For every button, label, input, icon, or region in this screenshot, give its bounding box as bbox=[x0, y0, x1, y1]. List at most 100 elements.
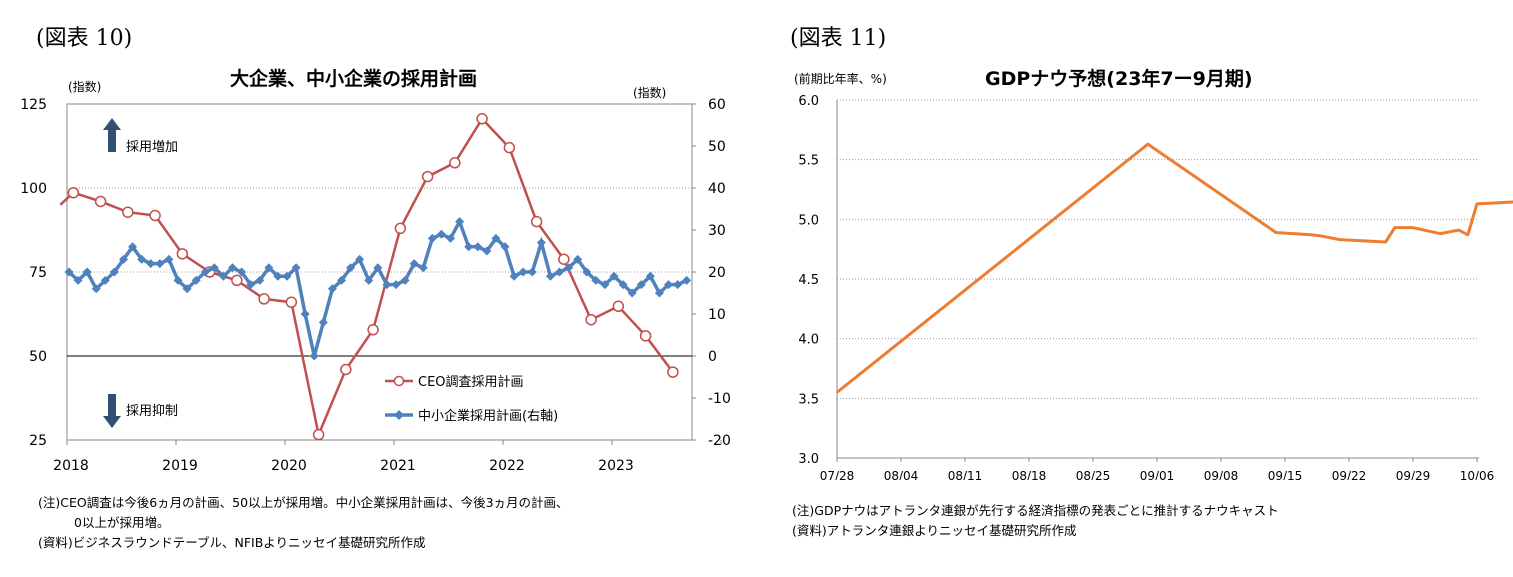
right-chart-title: GDPナウ予想(23年7ー9月期) bbox=[985, 68, 1253, 90]
right-chart-y-tick: 4.5 bbox=[798, 273, 819, 288]
down-arrow-label: 採用抑制 bbox=[126, 404, 179, 419]
smallbiz-point bbox=[382, 280, 392, 290]
ceo-point bbox=[67, 186, 80, 199]
right-series bbox=[836, 142, 1513, 394]
smallbiz-point bbox=[209, 263, 219, 273]
smallbiz-point bbox=[500, 242, 510, 252]
ceo-point bbox=[176, 248, 189, 260]
smallbiz-point bbox=[673, 280, 683, 290]
smallbiz-point bbox=[173, 275, 183, 285]
smallbiz-point bbox=[554, 267, 564, 277]
left-y-tick: 125 bbox=[20, 97, 47, 113]
smallbiz-point bbox=[364, 275, 374, 285]
left-chart-title: 大企業、中小企業の採用計画 bbox=[230, 68, 478, 90]
smallbiz-series-line bbox=[67, 217, 688, 357]
legend-ceo-label: CEO調査採用計画 bbox=[418, 374, 524, 390]
smallbiz-point bbox=[409, 259, 419, 269]
legend-smallbiz-label: 中小企業採用計画(右軸) bbox=[418, 408, 558, 424]
right-chart-y-tick: 5.5 bbox=[798, 154, 819, 169]
ceo-point bbox=[258, 293, 270, 305]
ceo-point bbox=[612, 300, 625, 313]
smallbiz-point bbox=[336, 275, 346, 285]
smallbiz-point bbox=[191, 275, 201, 285]
left-chart: 25 50 75 100 125 -20 -10 0 10 20 30 40 50 60 2018 2019 2… bbox=[20, 97, 731, 474]
smallbiz-point bbox=[400, 275, 410, 285]
right-chart-x-tick: 08/11 bbox=[948, 469, 983, 480]
ceo-point bbox=[340, 363, 352, 376]
smallbiz-point bbox=[273, 271, 283, 281]
right-chart-x-tick: 08/18 bbox=[1012, 469, 1047, 480]
smallbiz-point bbox=[482, 246, 492, 256]
smallbiz-point bbox=[518, 267, 528, 277]
left-x-tick: 2018 bbox=[53, 458, 89, 474]
smallbiz-point bbox=[609, 271, 619, 281]
left-y-tick: 50 bbox=[29, 349, 47, 365]
smallbiz-point bbox=[309, 351, 319, 361]
left-series bbox=[59, 113, 692, 441]
smallbiz-point bbox=[536, 238, 546, 248]
ceo-point bbox=[639, 330, 652, 342]
left-x-tick: 2023 bbox=[598, 458, 634, 474]
smallbiz-point bbox=[246, 280, 256, 290]
right-chart-y-tick: 4.0 bbox=[798, 333, 819, 348]
smallbiz-point bbox=[218, 271, 228, 281]
left-note-2: 0以上が採用増。 bbox=[74, 515, 170, 530]
smallbiz-point bbox=[618, 280, 628, 290]
smallbiz-point bbox=[654, 288, 664, 298]
right-y-tick: 0 bbox=[708, 349, 717, 365]
smallbiz-point bbox=[155, 259, 165, 269]
figure-10-label: (図表 10) bbox=[36, 26, 133, 51]
smallbiz-point bbox=[282, 271, 292, 281]
smallbiz-point bbox=[545, 271, 555, 281]
up-arrow-icon bbox=[103, 118, 121, 152]
smallbiz-point bbox=[73, 275, 83, 285]
left-x-tick: 2022 bbox=[489, 458, 525, 474]
smallbiz-point bbox=[527, 267, 537, 277]
legend-smallbiz-marker bbox=[394, 410, 404, 420]
left-y-tick: 75 bbox=[29, 265, 47, 281]
right-y-tick: -10 bbox=[708, 391, 731, 407]
gdpnow-series-line bbox=[836, 142, 1513, 394]
smallbiz-point bbox=[346, 263, 356, 273]
smallbiz-point bbox=[291, 263, 301, 273]
smallbiz-point bbox=[137, 254, 147, 264]
smallbiz-point bbox=[327, 284, 337, 294]
right-chart-x-tick: 09/22 bbox=[1332, 469, 1367, 480]
right-y-tick: 50 bbox=[708, 139, 726, 155]
down-arrow-icon bbox=[103, 394, 121, 428]
smallbiz-point bbox=[582, 267, 592, 277]
smallbiz-point bbox=[464, 242, 474, 252]
smallbiz-point bbox=[436, 229, 446, 239]
right-chart-x-tick: 09/29 bbox=[1396, 469, 1431, 480]
right-chart-x-tick: 08/25 bbox=[1076, 469, 1111, 480]
right-y-tick: 60 bbox=[708, 97, 726, 113]
smallbiz-point bbox=[473, 242, 483, 252]
smallbiz-point bbox=[663, 280, 673, 290]
smallbiz-point bbox=[564, 263, 574, 273]
smallbiz-point bbox=[591, 275, 601, 285]
smallbiz-point bbox=[509, 271, 519, 281]
left-note-1: (注)CEO調査は今後6ヵ月の計画、50以上が採用増。中小企業採用計画は、今後3… bbox=[38, 495, 569, 510]
right-axis-unit: (指数) bbox=[633, 86, 667, 100]
right-y-tick: 20 bbox=[708, 265, 726, 281]
smallbiz-point bbox=[118, 254, 128, 264]
legend-ceo-marker bbox=[393, 375, 405, 387]
smallbiz-point bbox=[128, 242, 138, 252]
smallbiz-point bbox=[146, 259, 156, 269]
right-chart-x-tick: 10/06 bbox=[1460, 469, 1495, 480]
smallbiz-point bbox=[91, 284, 101, 294]
smallbiz-point bbox=[391, 280, 401, 290]
left-x-tick: 2019 bbox=[162, 458, 198, 474]
smallbiz-point bbox=[445, 233, 455, 243]
ceo-point bbox=[312, 428, 325, 441]
right-chart-x-tick: 08/04 bbox=[884, 469, 919, 480]
ceo-point bbox=[503, 141, 516, 154]
right-y-tick: 10 bbox=[708, 307, 726, 323]
smallbiz-point bbox=[418, 263, 428, 273]
smallbiz-point bbox=[600, 280, 610, 290]
ceo-point bbox=[530, 215, 543, 228]
ceo-point bbox=[449, 157, 461, 169]
right-source: (資料)アトランタ連銀よりニッセイ基礎研究所作成 bbox=[792, 523, 1077, 538]
ceo-point bbox=[285, 296, 298, 308]
smallbiz-point bbox=[573, 254, 583, 264]
